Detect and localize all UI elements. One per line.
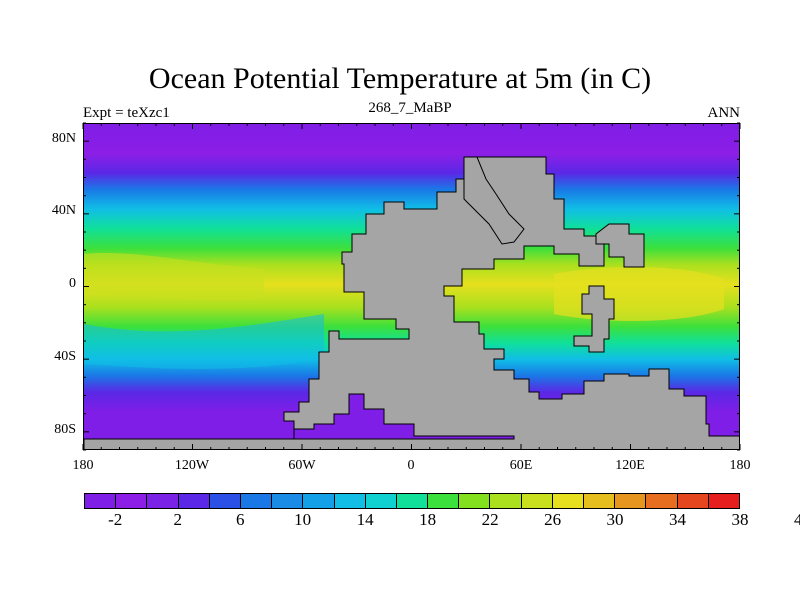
colorbar-cell <box>178 494 210 508</box>
land-supercontinent <box>84 156 739 449</box>
warm-pool-west <box>84 252 264 301</box>
colorbar-cell <box>209 494 241 508</box>
subtitle-right: ANN <box>707 105 741 121</box>
lon-label: 180 <box>72 458 94 473</box>
lon-label: 60E <box>509 458 533 473</box>
lat-label: 0 <box>69 276 76 291</box>
colorbar-cell <box>365 494 397 508</box>
lon-label: 60W <box>288 458 316 473</box>
colorbar-label: 42 <box>793 510 800 529</box>
land-ocean-island <box>573 285 615 353</box>
colorbar-cell <box>708 494 739 508</box>
colorbar-cell <box>396 494 429 508</box>
colorbar-cell <box>615 494 647 508</box>
colorbar-label: 34 <box>669 510 687 529</box>
temperature-field <box>84 124 739 449</box>
colorbar-label: 38 <box>731 510 749 529</box>
colorbar-label: 18 <box>419 510 437 529</box>
colorbar-cell <box>459 494 491 508</box>
plot-title: Ocean Potential Temperature at 5m (in C) <box>148 62 652 95</box>
cold-tongue <box>84 314 324 369</box>
colorbar-label: 22 <box>481 510 499 529</box>
lat-label: 40N <box>51 203 76 218</box>
colorbar-cell <box>521 494 553 508</box>
colorbar-cell <box>116 494 148 508</box>
lon-label: 180 <box>729 458 751 473</box>
colorbar-cell <box>303 494 335 508</box>
landmass <box>84 156 739 449</box>
colorbar-cell <box>147 494 179 508</box>
subtitle-center: 268_7_MaBP <box>368 100 452 116</box>
land-east-block <box>595 223 645 268</box>
colorbar-label: 6 <box>235 510 245 529</box>
colorbar-label: 10 <box>294 510 312 529</box>
map-panel <box>83 123 740 450</box>
colorbar-label: 26 <box>544 510 562 529</box>
colorbar-label: 2 <box>173 510 182 529</box>
colorbar-label: 14 <box>356 510 374 529</box>
colorbar-cell <box>240 494 273 508</box>
lon-label: 120E <box>615 458 645 473</box>
land-northern-peninsula <box>463 156 525 245</box>
southern-seas <box>293 393 515 440</box>
colorbar-cell <box>646 494 678 508</box>
lat-label: 40S <box>54 349 76 364</box>
colorbar <box>84 493 740 509</box>
colorbar-cell <box>272 494 304 508</box>
lon-label: 0 <box>407 458 415 473</box>
colorbar-cell <box>428 494 460 508</box>
subtitle-left: Expt = teXzc1 <box>83 105 170 121</box>
colorbar-cell <box>677 494 709 508</box>
colorbar-label: 30 <box>606 510 624 529</box>
lat-label: 80N <box>51 131 76 146</box>
colorbar-cell <box>584 494 616 508</box>
lat-label: 80S <box>54 422 76 437</box>
colorbar-cell <box>85 494 117 508</box>
colorbar-cell <box>490 494 522 508</box>
lon-label: 120W <box>174 458 210 473</box>
colorbar-label: -2 <box>108 510 123 529</box>
colorbar-cell <box>334 494 366 508</box>
sea-south-west <box>293 393 515 440</box>
colorbar-cell <box>552 494 584 508</box>
